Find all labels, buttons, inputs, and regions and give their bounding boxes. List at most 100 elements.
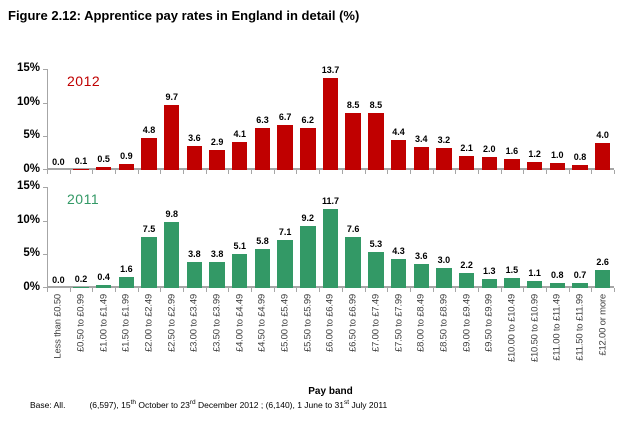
bar-value-label: 2.9 xyxy=(210,137,224,147)
y-tick-mark xyxy=(43,287,47,288)
x-tick-mark xyxy=(47,288,48,292)
x-tick-mark xyxy=(183,170,184,174)
x-category-cell: £6.00 to £6.49 xyxy=(319,294,342,386)
bar-value-label: 4.3 xyxy=(392,246,405,256)
x-tick-mark xyxy=(183,288,184,292)
x-category-label: £6.50 to £6.99 xyxy=(347,294,359,352)
x-tick-mark xyxy=(478,288,479,292)
bar xyxy=(277,240,293,288)
bar xyxy=(368,113,384,170)
bar-value-label: 0.4 xyxy=(97,272,110,282)
x-category-label: £6.00 to £6.49 xyxy=(324,294,336,352)
bar-value-label: 9.2 xyxy=(301,213,315,223)
y-tick-mark xyxy=(43,220,47,222)
bar-value-label: 13.7 xyxy=(321,65,340,75)
footer-text: (6,597), 15 xyxy=(89,399,131,410)
y-tick-label: 10% xyxy=(16,95,40,108)
bar-value-label: 0.8 xyxy=(551,270,564,280)
x-category-label: £10.00 to £10.49 xyxy=(506,294,518,363)
y-tick-mark xyxy=(43,69,47,70)
bar xyxy=(209,262,225,288)
x-tick-mark xyxy=(70,170,71,174)
bar xyxy=(322,209,339,288)
x-category-label: £3.00 to £3.49 xyxy=(188,294,200,352)
x-tick-mark xyxy=(569,288,570,292)
bar-value-label: 0.0 xyxy=(52,157,65,167)
bar xyxy=(300,128,316,170)
bar xyxy=(572,283,588,288)
x-tick-mark xyxy=(342,170,343,174)
bar xyxy=(504,278,520,288)
x-category-cell: £11.50 to £11.99 xyxy=(569,294,592,386)
y-tick-label: 5% xyxy=(23,247,40,260)
bar xyxy=(413,264,429,288)
bar xyxy=(436,148,452,170)
x-category-label: £10.50 to £10.99 xyxy=(529,294,541,363)
bar xyxy=(481,157,497,170)
x-category-label: £4.00 to £4.49 xyxy=(234,294,246,352)
bar-value-label: 8.5 xyxy=(346,100,360,110)
bar xyxy=(232,142,248,170)
x-category-label: £4.50 to £4.99 xyxy=(256,294,268,352)
bar-value-label: 2.6 xyxy=(596,257,609,267)
x-category-cell: £2.00 to £2.49 xyxy=(138,294,161,386)
x-category-label: £5.00 to £5.49 xyxy=(279,294,291,352)
bar xyxy=(232,254,248,288)
x-category-label: £12.00 or more xyxy=(597,294,609,356)
figure-title: Figure 2.12: Apprentice pay rates in Eng… xyxy=(8,8,360,23)
footer-text: December 2012 ; (6,140), 1 June to 31 xyxy=(195,399,345,410)
x-tick-mark xyxy=(387,288,388,292)
x-tick-mark xyxy=(569,170,570,174)
x-tick-mark xyxy=(47,170,48,174)
x-tick-mark xyxy=(523,170,524,174)
x-category-label: £11.50 to £11.99 xyxy=(574,294,586,361)
y-tick-mark xyxy=(43,254,47,256)
x-tick-mark xyxy=(115,288,116,292)
y-tick-mark xyxy=(43,187,47,188)
bar-value-label: 7.5 xyxy=(142,224,156,234)
bar-value-label: 0.7 xyxy=(573,270,587,280)
bar xyxy=(164,222,180,288)
x-tick-mark xyxy=(455,170,456,174)
bar-value-label: 3.6 xyxy=(188,133,201,143)
x-tick-mark xyxy=(433,288,434,292)
x-category-cell: £4.50 to £4.99 xyxy=(251,294,274,386)
bar-value-label: 5.1 xyxy=(233,241,247,251)
bar-value-label: 0.5 xyxy=(97,154,110,164)
y-tick-mark xyxy=(43,102,47,104)
x-category-cell: £0.50 to £0.99 xyxy=(70,294,93,386)
x-tick-mark xyxy=(365,170,366,174)
bar-value-label: 0.9 xyxy=(120,151,133,161)
x-category-label: £1.00 to £1.49 xyxy=(98,294,110,352)
x-category-label: £11.00 to £11.49 xyxy=(551,294,563,361)
bar xyxy=(141,237,157,288)
bar xyxy=(390,259,407,288)
x-tick-mark xyxy=(319,170,320,174)
bar-value-label: 6.7 xyxy=(278,112,292,122)
x-tick-mark xyxy=(160,170,161,174)
x-tick-mark xyxy=(70,288,71,292)
bar xyxy=(95,285,112,288)
x-tick-mark xyxy=(410,170,411,174)
bar xyxy=(458,273,475,288)
x-tick-mark xyxy=(296,288,297,292)
bar xyxy=(526,162,543,170)
y-tick-mark xyxy=(43,169,47,170)
y-tick-mark xyxy=(43,136,47,138)
x-tick-mark xyxy=(591,288,592,292)
bar-value-label: 7.1 xyxy=(278,227,292,237)
x-category-label: £7.50 to £7.99 xyxy=(393,294,405,352)
x-category-label: £2.00 to £2.49 xyxy=(143,294,155,352)
x-tick-mark xyxy=(138,288,139,292)
bar-value-label: 1.0 xyxy=(551,150,564,160)
bar-value-label: 3.2 xyxy=(437,135,451,145)
x-category-label: £8.00 to £8.49 xyxy=(415,294,427,352)
x-tick-mark xyxy=(365,288,366,292)
x-category-cell: £8.50 to £8.99 xyxy=(433,294,456,386)
x-tick-mark xyxy=(614,288,615,292)
bar-value-label: 11.7 xyxy=(321,196,340,206)
x-category-cell: £10.50 to £10.99 xyxy=(523,294,546,386)
x-tick-mark xyxy=(591,170,592,174)
bar xyxy=(526,281,543,288)
